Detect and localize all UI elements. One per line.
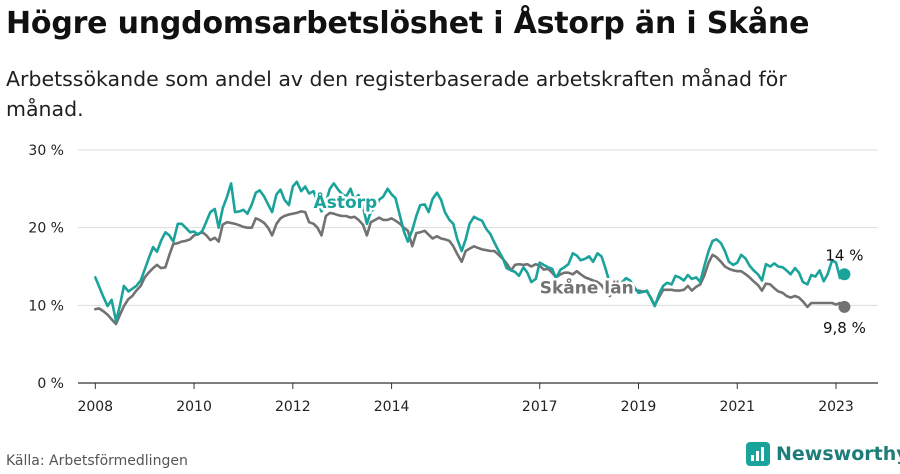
x-tick-label: 2017 — [522, 399, 558, 415]
series-line-astorp — [94, 180, 846, 323]
y-tick-label: 30 % — [28, 143, 64, 159]
x-axis: 2008 2010 2012 2014 2017 2019 2021 2023 — [77, 382, 878, 415]
page-title: Högre ungdomsarbetslöshet i Åstorp än i … — [6, 6, 810, 41]
brand-logo: Newsworthy — [746, 442, 900, 466]
page-subtitle: Arbetssökande som andel av den registerb… — [6, 67, 787, 121]
end-label-astorp: 14 % — [825, 246, 863, 264]
x-tick-label: 2008 — [77, 399, 113, 415]
x-tick-label: 2012 — [275, 399, 311, 415]
series-label-skane: Skåne län — [540, 276, 634, 298]
x-tick-label: 2021 — [719, 399, 755, 415]
x-tick-label: 2014 — [374, 399, 410, 415]
x-tick-label: 2019 — [621, 399, 657, 415]
end-point-astorp — [838, 268, 851, 281]
gridlines — [78, 149, 878, 306]
series-line-skane — [94, 210, 846, 326]
y-axis: 0 % 10 % 20 % 30 % — [28, 143, 64, 392]
series-label-astorp-halo: Åstorp — [314, 190, 378, 213]
y-tick-label: 10 % — [28, 298, 64, 314]
series — [94, 180, 851, 326]
end-label-skane: 9,8 % — [823, 319, 866, 337]
brand-name: Newsworthy — [776, 443, 900, 465]
x-tick-label: 2023 — [818, 399, 854, 415]
newsworthy-logo-icon — [746, 442, 770, 466]
end-point-skane — [838, 300, 851, 313]
source-note: Källa: Arbetsförmedlingen — [6, 453, 188, 469]
y-tick-label: 20 % — [28, 221, 64, 237]
x-tick-label: 2010 — [176, 399, 212, 415]
series-label-astorp: Åstorp — [314, 190, 378, 213]
y-tick-label: 0 % — [37, 376, 64, 392]
series-label-skane-halo: Skåne län — [540, 276, 634, 298]
